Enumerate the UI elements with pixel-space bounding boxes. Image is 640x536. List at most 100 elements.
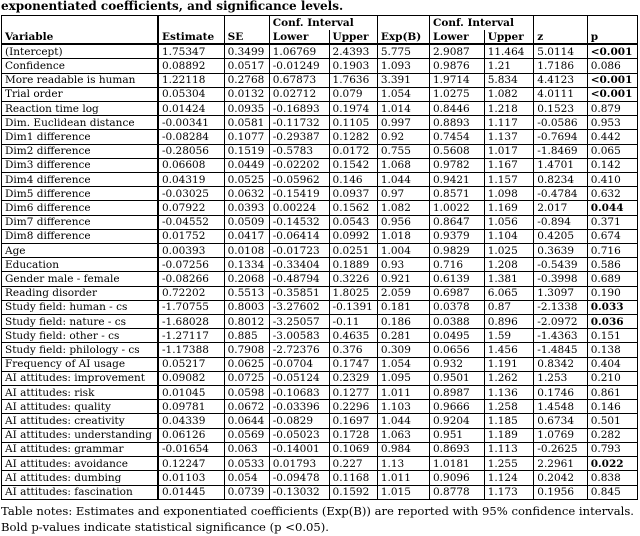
value-cell: 0.1519 [223, 143, 270, 159]
value-cell: 0.8234 [533, 172, 588, 188]
value-cell: 0.063 [223, 441, 270, 458]
value-cell: 0.186 [376, 314, 431, 330]
value-cell: 0.146 [586, 399, 639, 415]
value-cell: 1.381 [483, 271, 535, 287]
variable-cell: Frequency of AI usage [0, 356, 159, 372]
header-group-row: Conf. Interval Conf. Interval [0, 15, 639, 30]
value-cell: -0.14532 [268, 214, 330, 230]
value-cell: 1.068 [376, 157, 431, 174]
value-cell: 0.951 [429, 427, 485, 443]
value-cell: 0.921 [376, 271, 431, 287]
value-cell: 1.063 [376, 427, 431, 443]
value-cell: 1.011 [376, 470, 431, 486]
value-cell: 1.262 [483, 370, 535, 387]
value-cell: 0.01045 [157, 385, 225, 401]
value-cell: 0.1277 [328, 385, 378, 401]
value-cell: 1.014 [376, 101, 431, 117]
table-row: AI attitudes: improvement 0.09082 0.0725 -0… [0, 370, 639, 387]
value-cell: 1.017 [483, 143, 535, 159]
value-cell: 0.984 [376, 441, 431, 458]
value-cell: 0.3639 [533, 243, 588, 259]
value-cell: 0.93 [376, 257, 431, 273]
value-cell: 1.7186 [533, 58, 588, 74]
value-cell: 1.093 [376, 58, 431, 74]
value-cell: 0.1889 [328, 257, 378, 273]
value-cell: 6.065 [483, 285, 535, 301]
header-blank-p [586, 15, 639, 30]
value-cell: 1.3097 [533, 285, 588, 301]
value-cell: 0.036 [586, 314, 639, 330]
column-header-estimate: Estimate [157, 30, 225, 46]
value-cell: 0.227 [328, 456, 378, 472]
conf-interval-header-1: Conf. Interval [268, 15, 378, 30]
value-cell: -2.72376 [268, 342, 330, 358]
variable-cell: Reaction time log [0, 101, 159, 117]
value-cell: 0.956 [376, 214, 431, 230]
variable-cell: More readable is human [0, 72, 159, 88]
value-cell: -0.15419 [268, 186, 330, 202]
value-cell: -0.33404 [268, 257, 330, 273]
table-notes: Table notes: Estimates and exponentiated… [1, 503, 634, 535]
value-cell: 0.1956 [533, 484, 588, 500]
value-cell: 0.281 [376, 328, 431, 344]
table-row: Study field: nature - cs -1.68028 0.8012 -3… [0, 314, 639, 330]
value-cell: -0.28056 [157, 143, 225, 159]
value-cell: 0.086 [586, 58, 639, 74]
value-cell: -0.11732 [268, 115, 330, 131]
column-header-z: z [533, 30, 588, 46]
table-row: AI attitudes: grammar -0.01654 0.063 -0.140… [0, 441, 639, 458]
value-cell: 0.0569 [223, 427, 270, 443]
value-cell: 1.054 [376, 356, 431, 372]
value-cell: 0.00393 [157, 243, 225, 259]
value-cell: 0.838 [586, 470, 639, 486]
value-cell: 0.0495 [429, 328, 485, 344]
value-cell: 0.0935 [223, 101, 270, 117]
value-cell: 1.258 [483, 399, 535, 415]
value-cell: 0.6734 [533, 413, 588, 429]
value-cell: -0.48794 [268, 271, 330, 287]
table-row: Dim3 difference 0.06608 0.0449 -0.02202 0.15… [0, 157, 639, 174]
value-cell: <0.001 [586, 72, 639, 88]
value-cell: 0.885 [223, 328, 270, 344]
value-cell: 1.056 [483, 214, 535, 230]
value-cell: 0.0393 [223, 200, 270, 216]
value-cell: -0.06414 [268, 228, 330, 245]
table-row: Study field: other - cs -1.27117 0.885 -3.0… [0, 328, 639, 344]
value-cell: 0.142 [586, 157, 639, 174]
regression-results-table: Conf. Interval Conf. Interval Variable E… [0, 15, 639, 500]
variable-cell: Dim4 difference [0, 172, 159, 188]
value-cell: 0.05304 [157, 86, 225, 103]
value-cell: 0.065 [586, 143, 639, 159]
value-cell: 1.22118 [157, 72, 225, 88]
value-cell: 0.5513 [223, 285, 270, 301]
value-cell: 1.044 [376, 172, 431, 188]
value-cell: 0.09082 [157, 370, 225, 387]
variable-cell: Gender male - female [0, 271, 159, 287]
value-cell: -3.00583 [268, 328, 330, 344]
value-cell: 1.255 [483, 456, 535, 472]
value-cell: -0.14001 [268, 441, 330, 458]
variable-cell: Dim. Euclidean distance [0, 115, 159, 131]
value-cell: 0.1069 [328, 441, 378, 458]
value-cell: 0.755 [376, 143, 431, 159]
value-cell: 0.896 [483, 314, 535, 330]
value-cell: -0.0704 [268, 356, 330, 372]
value-cell: 0.0172 [328, 143, 378, 159]
value-cell: -0.01654 [157, 441, 225, 458]
value-cell: -0.04552 [157, 214, 225, 230]
table-row: Dim2 difference -0.28056 0.1519 -0.5783 0.01… [0, 143, 639, 159]
value-cell: 0.404 [586, 356, 639, 372]
table-row: AI attitudes: risk 0.01045 0.0598 -0.10683 0… [0, 385, 639, 401]
value-cell: 0.1697 [328, 413, 378, 429]
value-cell: 0.6987 [429, 285, 485, 301]
value-cell: 0.442 [586, 129, 639, 145]
header-blank-estimate [157, 15, 225, 30]
variable-cell: Dim8 difference [0, 228, 159, 245]
value-cell: -1.70755 [157, 299, 225, 316]
value-cell: 1.004 [376, 243, 431, 259]
value-cell: 0.9096 [429, 470, 485, 486]
value-cell: 0.8571 [429, 186, 485, 202]
table-row: AI attitudes: creativity 0.04339 0.0644 -0.… [0, 413, 639, 429]
value-cell: 0.716 [586, 243, 639, 259]
value-cell: 0.210 [586, 370, 639, 387]
